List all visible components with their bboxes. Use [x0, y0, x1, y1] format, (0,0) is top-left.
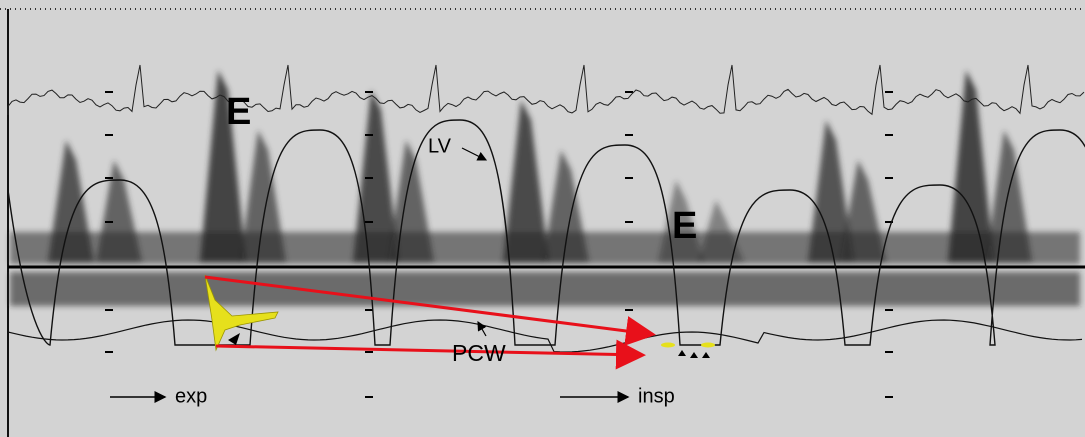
ecg-trace — [7, 64, 1085, 116]
red-arrow — [215, 339, 646, 370]
scale-marks — [105, 91, 893, 398]
arrowhead-marks — [678, 350, 710, 358]
red-arrow — [204, 275, 656, 346]
doppler-wave — [240, 130, 286, 262]
e-wave-label: E — [226, 91, 251, 133]
lv-label: LV — [428, 135, 452, 157]
e-wave-label: E — [672, 205, 697, 247]
yellow-highlight — [701, 342, 715, 348]
pcw-pointer — [477, 320, 487, 337]
doppler-wave — [503, 100, 549, 262]
exp-label: exp — [175, 385, 207, 407]
doppler-wave — [948, 70, 994, 262]
yellow-highlight — [204, 274, 279, 352]
insp-label: insp — [638, 385, 675, 407]
doppler-wave — [986, 130, 1032, 262]
doppler-noise — [10, 232, 1080, 264]
lv-pressure-trace — [7, 119, 1085, 346]
pcw-label: PCW — [452, 340, 506, 366]
doppler-wave — [808, 120, 854, 262]
pcw-pressure-trace — [7, 319, 1083, 353]
lv-pointer — [461, 147, 488, 161]
doppler-noise — [10, 272, 1080, 306]
doppler-signal — [10, 70, 1080, 306]
yellow-highlight — [661, 342, 675, 348]
doppler-wave — [200, 70, 246, 262]
doppler-wave — [388, 140, 434, 262]
arrowhead-mark — [228, 333, 240, 345]
doppler-wave — [48, 140, 94, 262]
